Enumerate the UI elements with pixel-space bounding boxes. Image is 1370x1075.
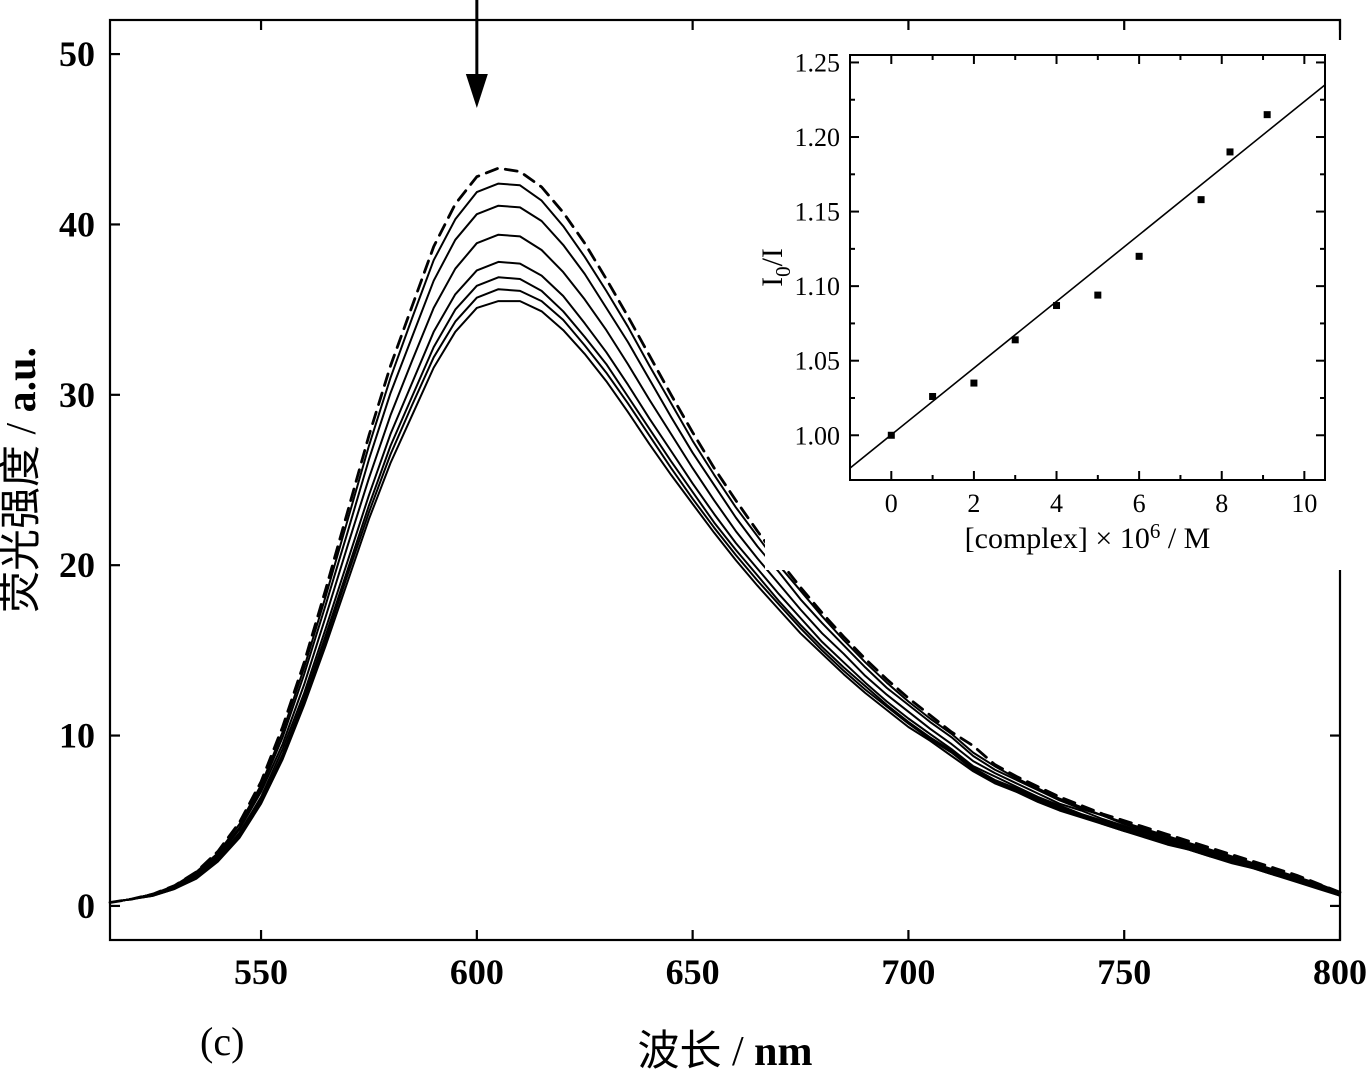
main-ytick-label: 0	[77, 886, 95, 926]
inset-xtick-label: 4	[1050, 489, 1063, 518]
main-ylabel: 荧光强度 / a.u.	[0, 347, 45, 613]
inset-ytick-label: 1.05	[795, 347, 841, 376]
main-xtick-label: 600	[450, 952, 504, 992]
inset-xtick-label: 8	[1215, 489, 1228, 518]
main-ytick-label: 40	[59, 204, 95, 244]
panel-label: (c)	[200, 1019, 244, 1064]
main-xtick-label: 750	[1097, 952, 1151, 992]
main-ytick-label: 20	[59, 545, 95, 585]
inset-ytick-label: 1.15	[795, 198, 841, 227]
inset-xtick-label: 6	[1133, 489, 1146, 518]
main-xtick-label: 550	[234, 952, 288, 992]
chart-svg: 55060065070075080001020304050波长 / nm荧光强度…	[0, 0, 1370, 1075]
inset-data-point	[929, 393, 936, 400]
inset-xtick-label: 10	[1291, 489, 1317, 518]
inset-xtick-label: 2	[967, 489, 980, 518]
inset-data-point	[1198, 196, 1205, 203]
inset-ytick-label: 1.25	[795, 48, 841, 77]
main-xtick-label: 700	[881, 952, 935, 992]
inset-xtick-label: 0	[885, 489, 898, 518]
inset-ytick-label: 1.10	[795, 272, 841, 301]
figure-root: { "figure": { "width": 1370, "height": 1…	[0, 0, 1370, 1075]
peak-arrow-head	[466, 74, 488, 108]
main-xlabel: 波长 / nm	[637, 1029, 812, 1075]
inset-data-point	[970, 380, 977, 387]
inset-xlabel: [complex] × 106 / M	[965, 519, 1211, 555]
inset-data-point	[1136, 253, 1143, 260]
inset-data-point	[1227, 148, 1234, 155]
inset-ytick-label: 1.20	[795, 123, 841, 152]
main-xtick-label: 650	[666, 952, 720, 992]
inset-data-point	[1094, 292, 1101, 299]
main-ytick-label: 10	[59, 716, 95, 756]
inset-data-point	[1264, 111, 1271, 118]
main-xtick-label: 800	[1313, 952, 1367, 992]
inset-data-point	[1053, 302, 1060, 309]
main-ytick-label: 50	[59, 34, 95, 74]
main-ytick-label: 30	[59, 375, 95, 415]
inset-data-point	[888, 432, 895, 439]
inset-data-point	[1012, 336, 1019, 343]
inset-ytick-label: 1.00	[795, 421, 841, 450]
